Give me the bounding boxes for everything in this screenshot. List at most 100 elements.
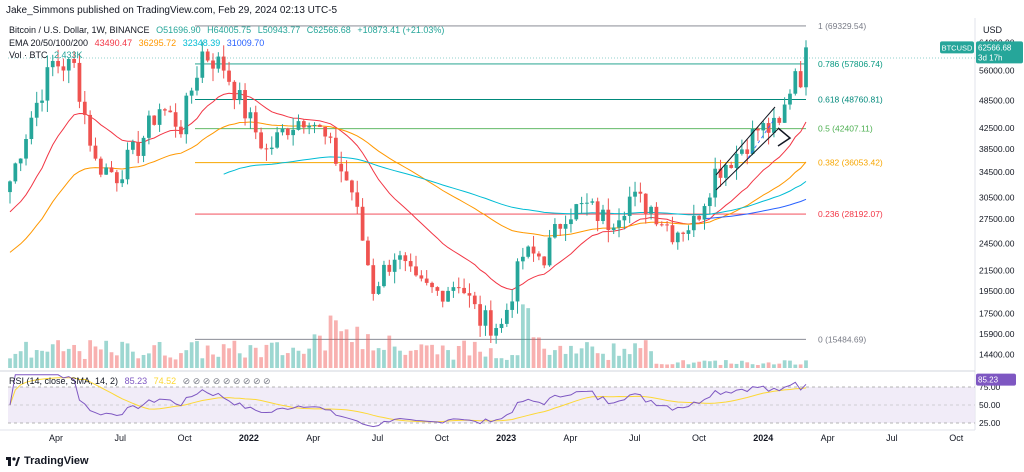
time-tick-label: 2024: [753, 433, 773, 443]
candle-body: [681, 232, 685, 234]
rsi-hidden-icons: ⊘ ⊘ ⊘ ⊘ ⊘ ⊘ ⊘ ⊘ ⊘: [182, 376, 271, 386]
volume-bar: [232, 340, 237, 368]
volume-bar: [248, 345, 253, 368]
candle-body: [8, 181, 12, 193]
volume-bar: [168, 357, 173, 368]
candle-body: [456, 287, 461, 289]
candle-body: [93, 145, 98, 159]
candle-body: [50, 60, 55, 68]
time-tick-label: Oct: [692, 433, 707, 443]
volume-bar: [243, 357, 247, 368]
candle-body: [782, 104, 787, 123]
ema20-value: 43490.47: [94, 38, 133, 48]
volume-bar: [606, 359, 611, 368]
candle-body: [45, 67, 50, 101]
candle-body: [360, 206, 365, 241]
volume-bar: [141, 354, 146, 368]
volume-bar: [221, 344, 226, 368]
volume-bar: [504, 359, 509, 368]
candle-body: [56, 60, 60, 67]
candle-body: [430, 282, 434, 288]
candle-body: [168, 110, 173, 113]
candle-body: [702, 206, 707, 220]
volume-bar: [702, 360, 707, 368]
volume-bar: [633, 343, 637, 368]
volume-bar: [740, 360, 744, 368]
candle-body: [232, 81, 237, 101]
volume-legend[interactable]: Vol · BTC 2.433K: [9, 50, 87, 60]
candle-body: [408, 261, 413, 267]
volume-bar: [339, 331, 344, 368]
candle-body: [633, 191, 637, 197]
volume-bar: [414, 350, 418, 368]
candle-body: [569, 219, 573, 225]
high-value: H64005.75: [207, 25, 252, 35]
time-tick-label: Apr: [821, 433, 835, 443]
tradingview-logo-icon: [6, 457, 20, 466]
volume-bar: [61, 351, 66, 368]
volume-bar: [456, 345, 461, 368]
candle-body: [285, 128, 290, 136]
volume-bar: [659, 364, 664, 368]
volume-bar: [312, 334, 317, 368]
volume-bar: [366, 334, 370, 368]
price-tick-label: 48500.00: [979, 96, 1015, 106]
volume-bar: [179, 353, 183, 368]
candle-body: [328, 136, 333, 138]
volume-bar: [77, 351, 82, 368]
candle-body: [253, 112, 258, 133]
volume-bar: [50, 344, 55, 368]
volume-bar: [216, 356, 221, 368]
volume-bar: [553, 350, 557, 368]
volume-bar: [627, 354, 632, 368]
volume-bar: [355, 326, 360, 368]
price-tick-label: 21500.00: [979, 266, 1015, 276]
price-tick-label: 56000.00: [979, 66, 1015, 76]
candle-body: [24, 139, 28, 159]
candle-body: [72, 58, 76, 63]
fib-level-label: 1 (69329.54): [818, 21, 866, 31]
volume-bar: [392, 346, 397, 368]
volume-bar: [734, 363, 739, 368]
candle-body: [590, 201, 595, 203]
fib-level-label: 0.236 (28192.07): [818, 209, 883, 219]
volume-bar: [382, 349, 386, 368]
time-tick-label: Jul: [372, 433, 384, 443]
currency-label[interactable]: USD: [983, 25, 1003, 35]
volume-bar: [45, 351, 50, 368]
breakout-arrow: [777, 127, 792, 147]
volume-bar: [691, 362, 696, 368]
time-tick-label: 2022: [239, 433, 259, 443]
volume-bar: [595, 353, 600, 368]
volume-bar: [88, 340, 93, 368]
ema-legend[interactable]: EMA 20/50/100/200 43490.47 36295.72 3234…: [9, 38, 268, 48]
candle-body: [494, 328, 499, 336]
fib-level-label: 0 (15484.69): [818, 334, 866, 344]
symbol-legend[interactable]: Bitcoin / U.S. Dollar, 1W, BINANCE O5169…: [9, 25, 448, 35]
volume-bar: [163, 355, 167, 368]
price-tick-label: 42500.00: [979, 123, 1015, 133]
candle-body: [659, 224, 664, 226]
volume-bar: [114, 355, 119, 368]
candle-body: [718, 168, 723, 178]
volume-bar: [451, 359, 456, 368]
volume-bar: [109, 352, 114, 368]
candle-body: [537, 253, 541, 257]
candle-body: [147, 115, 151, 138]
volume-bar: [317, 335, 322, 368]
ema-label: EMA 20/50/100/200: [9, 38, 89, 48]
rsi-legend[interactable]: RSI (14, close, SMA, 14, 2) 85.23 74.52 …: [9, 376, 275, 387]
volume-bar: [686, 364, 691, 368]
candle-body: [756, 128, 760, 131]
volume-bar: [723, 360, 728, 368]
volume-bar: [136, 358, 141, 368]
time-tick-label: Jul: [115, 433, 127, 443]
candle-body: [515, 261, 520, 302]
volume-bar: [526, 308, 531, 368]
rsi-value-tag: [976, 373, 1016, 386]
volume-bar: [574, 353, 579, 368]
candle-body: [189, 90, 194, 96]
tradingview-brand[interactable]: TradingView: [6, 455, 89, 467]
rising-channel: [715, 106, 792, 191]
